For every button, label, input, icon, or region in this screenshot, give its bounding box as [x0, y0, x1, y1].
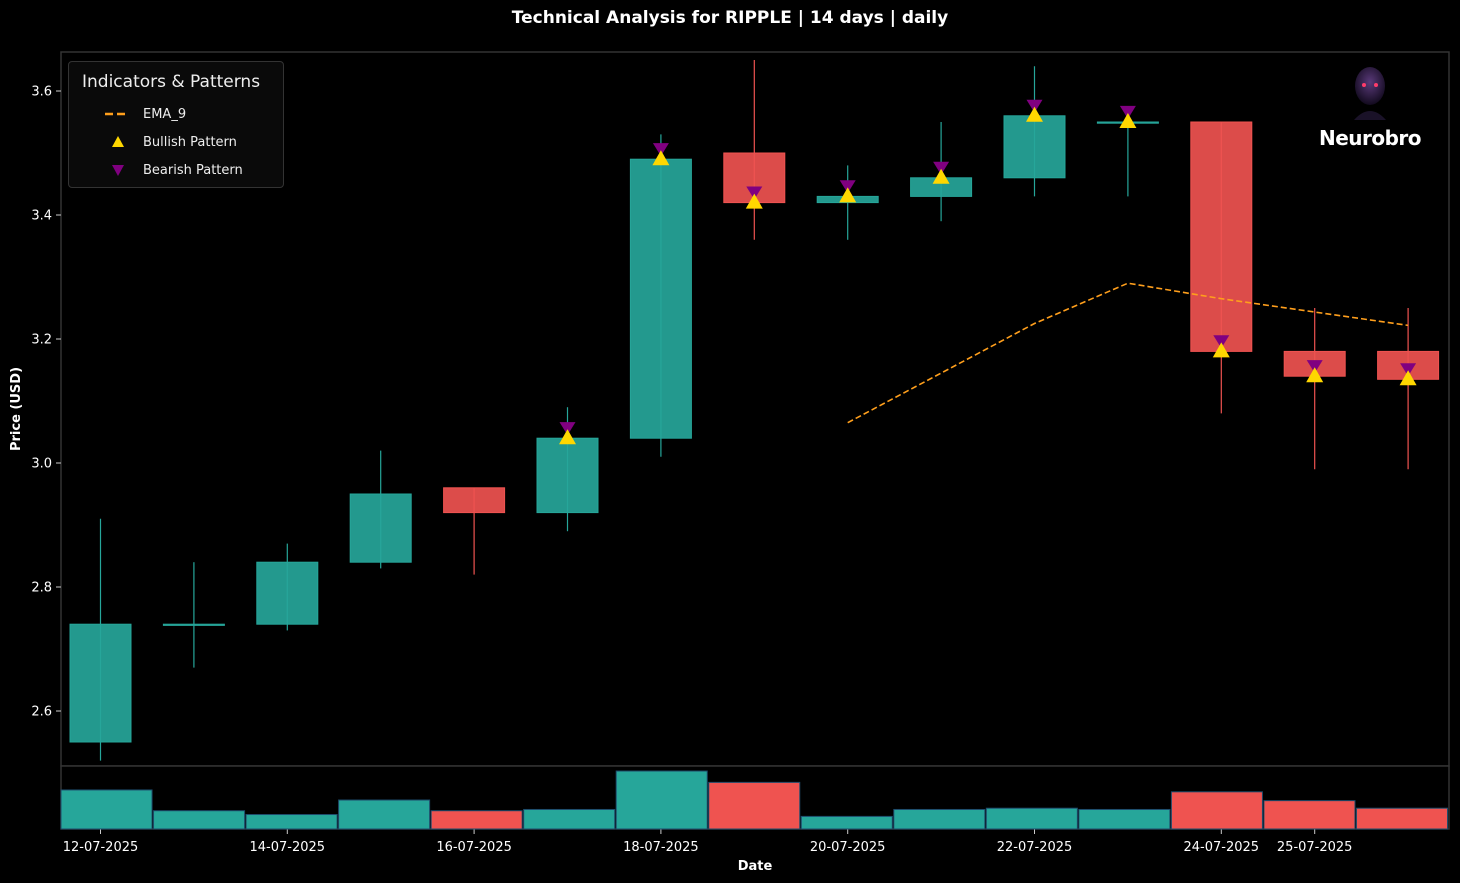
candle-body: [1003, 115, 1066, 179]
bearish-pattern-marker: [1400, 363, 1417, 377]
triangle-up-icon: [69, 132, 129, 152]
x-tick-label: 14-07-2025: [250, 840, 326, 855]
volume-bar: [615, 770, 708, 830]
bearish-pattern-marker: [1119, 105, 1136, 119]
x-axis-label: Date: [738, 859, 773, 874]
bullish-pattern-marker: [839, 187, 857, 203]
volume-bar: [1355, 807, 1449, 830]
bullish-pattern-marker: [1026, 106, 1043, 122]
candle-body: [629, 158, 692, 439]
chart-title: Technical Analysis for RIPPLE | 14 days …: [511, 8, 949, 28]
volume-bar: [985, 807, 1078, 830]
legend-label-bearish: Bearish Pattern: [143, 162, 243, 178]
bearish-pattern-marker: [933, 161, 950, 175]
y-tick-label: 2.8: [31, 581, 52, 596]
bullish-pattern-marker: [652, 150, 670, 166]
x-tick-label: 25-07-2025: [1277, 840, 1353, 855]
bearish-pattern-marker: [652, 143, 669, 157]
legend-label-bullish: Bullish Pattern: [143, 134, 237, 150]
neurobro-logo: Neurobro: [1310, 64, 1430, 154]
bullish-pattern-marker: [1306, 367, 1324, 383]
ema-9-line: [847, 282, 1409, 424]
volume-bar: [245, 814, 338, 830]
bullish-pattern-marker: [1212, 342, 1230, 358]
candle-body: [536, 437, 599, 514]
volume-bar: [523, 808, 616, 830]
legend: Indicators & Patterns EMA_9 Bullish Patt…: [68, 61, 284, 188]
volume-bar: [430, 810, 523, 830]
x-tick-label: 18-07-2025: [623, 840, 699, 855]
bearish-pattern-marker: [839, 180, 856, 194]
x-tick-label: 22-07-2025: [997, 840, 1073, 855]
candle-body: [723, 152, 786, 204]
triangle-down-icon: [69, 160, 129, 180]
bullish-pattern-marker: [559, 429, 576, 445]
robot-head-icon: [1354, 67, 1386, 120]
bullish-pattern-marker: [932, 168, 950, 184]
volume-bar: [338, 799, 431, 830]
bearish-pattern-marker: [559, 422, 576, 436]
bullish-pattern-marker: [1119, 113, 1137, 128]
y-tick-label: 2.6: [31, 705, 52, 720]
dashed-line-icon: [69, 104, 131, 124]
bullish-pattern-marker: [745, 193, 763, 209]
legend-item-ema: EMA_9: [69, 104, 186, 124]
candle-body: [443, 487, 506, 514]
y-tick-label: 3.0: [31, 457, 52, 472]
legend-item-bullish: Bullish Pattern: [69, 132, 237, 152]
legend-title: Indicators & Patterns: [82, 72, 261, 92]
x-tick-label: 20-07-2025: [810, 840, 886, 855]
x-tick-label: 12-07-2025: [63, 840, 139, 855]
candle-body: [256, 561, 319, 625]
volume-bar: [708, 781, 801, 830]
y-tick-label: 3.2: [31, 333, 52, 348]
y-axis-label: Price (USD): [9, 367, 24, 451]
candle-body: [349, 493, 412, 563]
bearish-pattern-marker: [1306, 360, 1323, 374]
volume-bar: [1263, 800, 1356, 830]
legend-label-ema: EMA_9: [143, 106, 187, 122]
bearish-pattern-marker: [1026, 99, 1043, 113]
candle-body: [1190, 121, 1253, 352]
volume-bar: [60, 789, 153, 830]
y-tick-label: 3.6: [31, 85, 52, 100]
legend-item-bearish: Bearish Pattern: [69, 160, 243, 180]
bearish-pattern-marker: [746, 186, 763, 200]
x-tick-label: 24-07-2025: [1184, 840, 1260, 855]
candle-body: [69, 623, 132, 743]
volume-bar: [893, 808, 986, 830]
bullish-pattern-marker: [1399, 370, 1417, 386]
volume-bar: [1170, 791, 1263, 830]
logo-text: Neurobro: [1318, 126, 1422, 150]
candle-body: [162, 623, 225, 626]
volume-bar: [800, 815, 893, 830]
volume-bar: [153, 810, 246, 830]
volume-bar: [1078, 808, 1171, 830]
y-tick-label: 3.4: [31, 209, 52, 224]
x-tick-label: 16-07-2025: [436, 840, 512, 855]
bearish-pattern-marker: [1213, 335, 1230, 349]
